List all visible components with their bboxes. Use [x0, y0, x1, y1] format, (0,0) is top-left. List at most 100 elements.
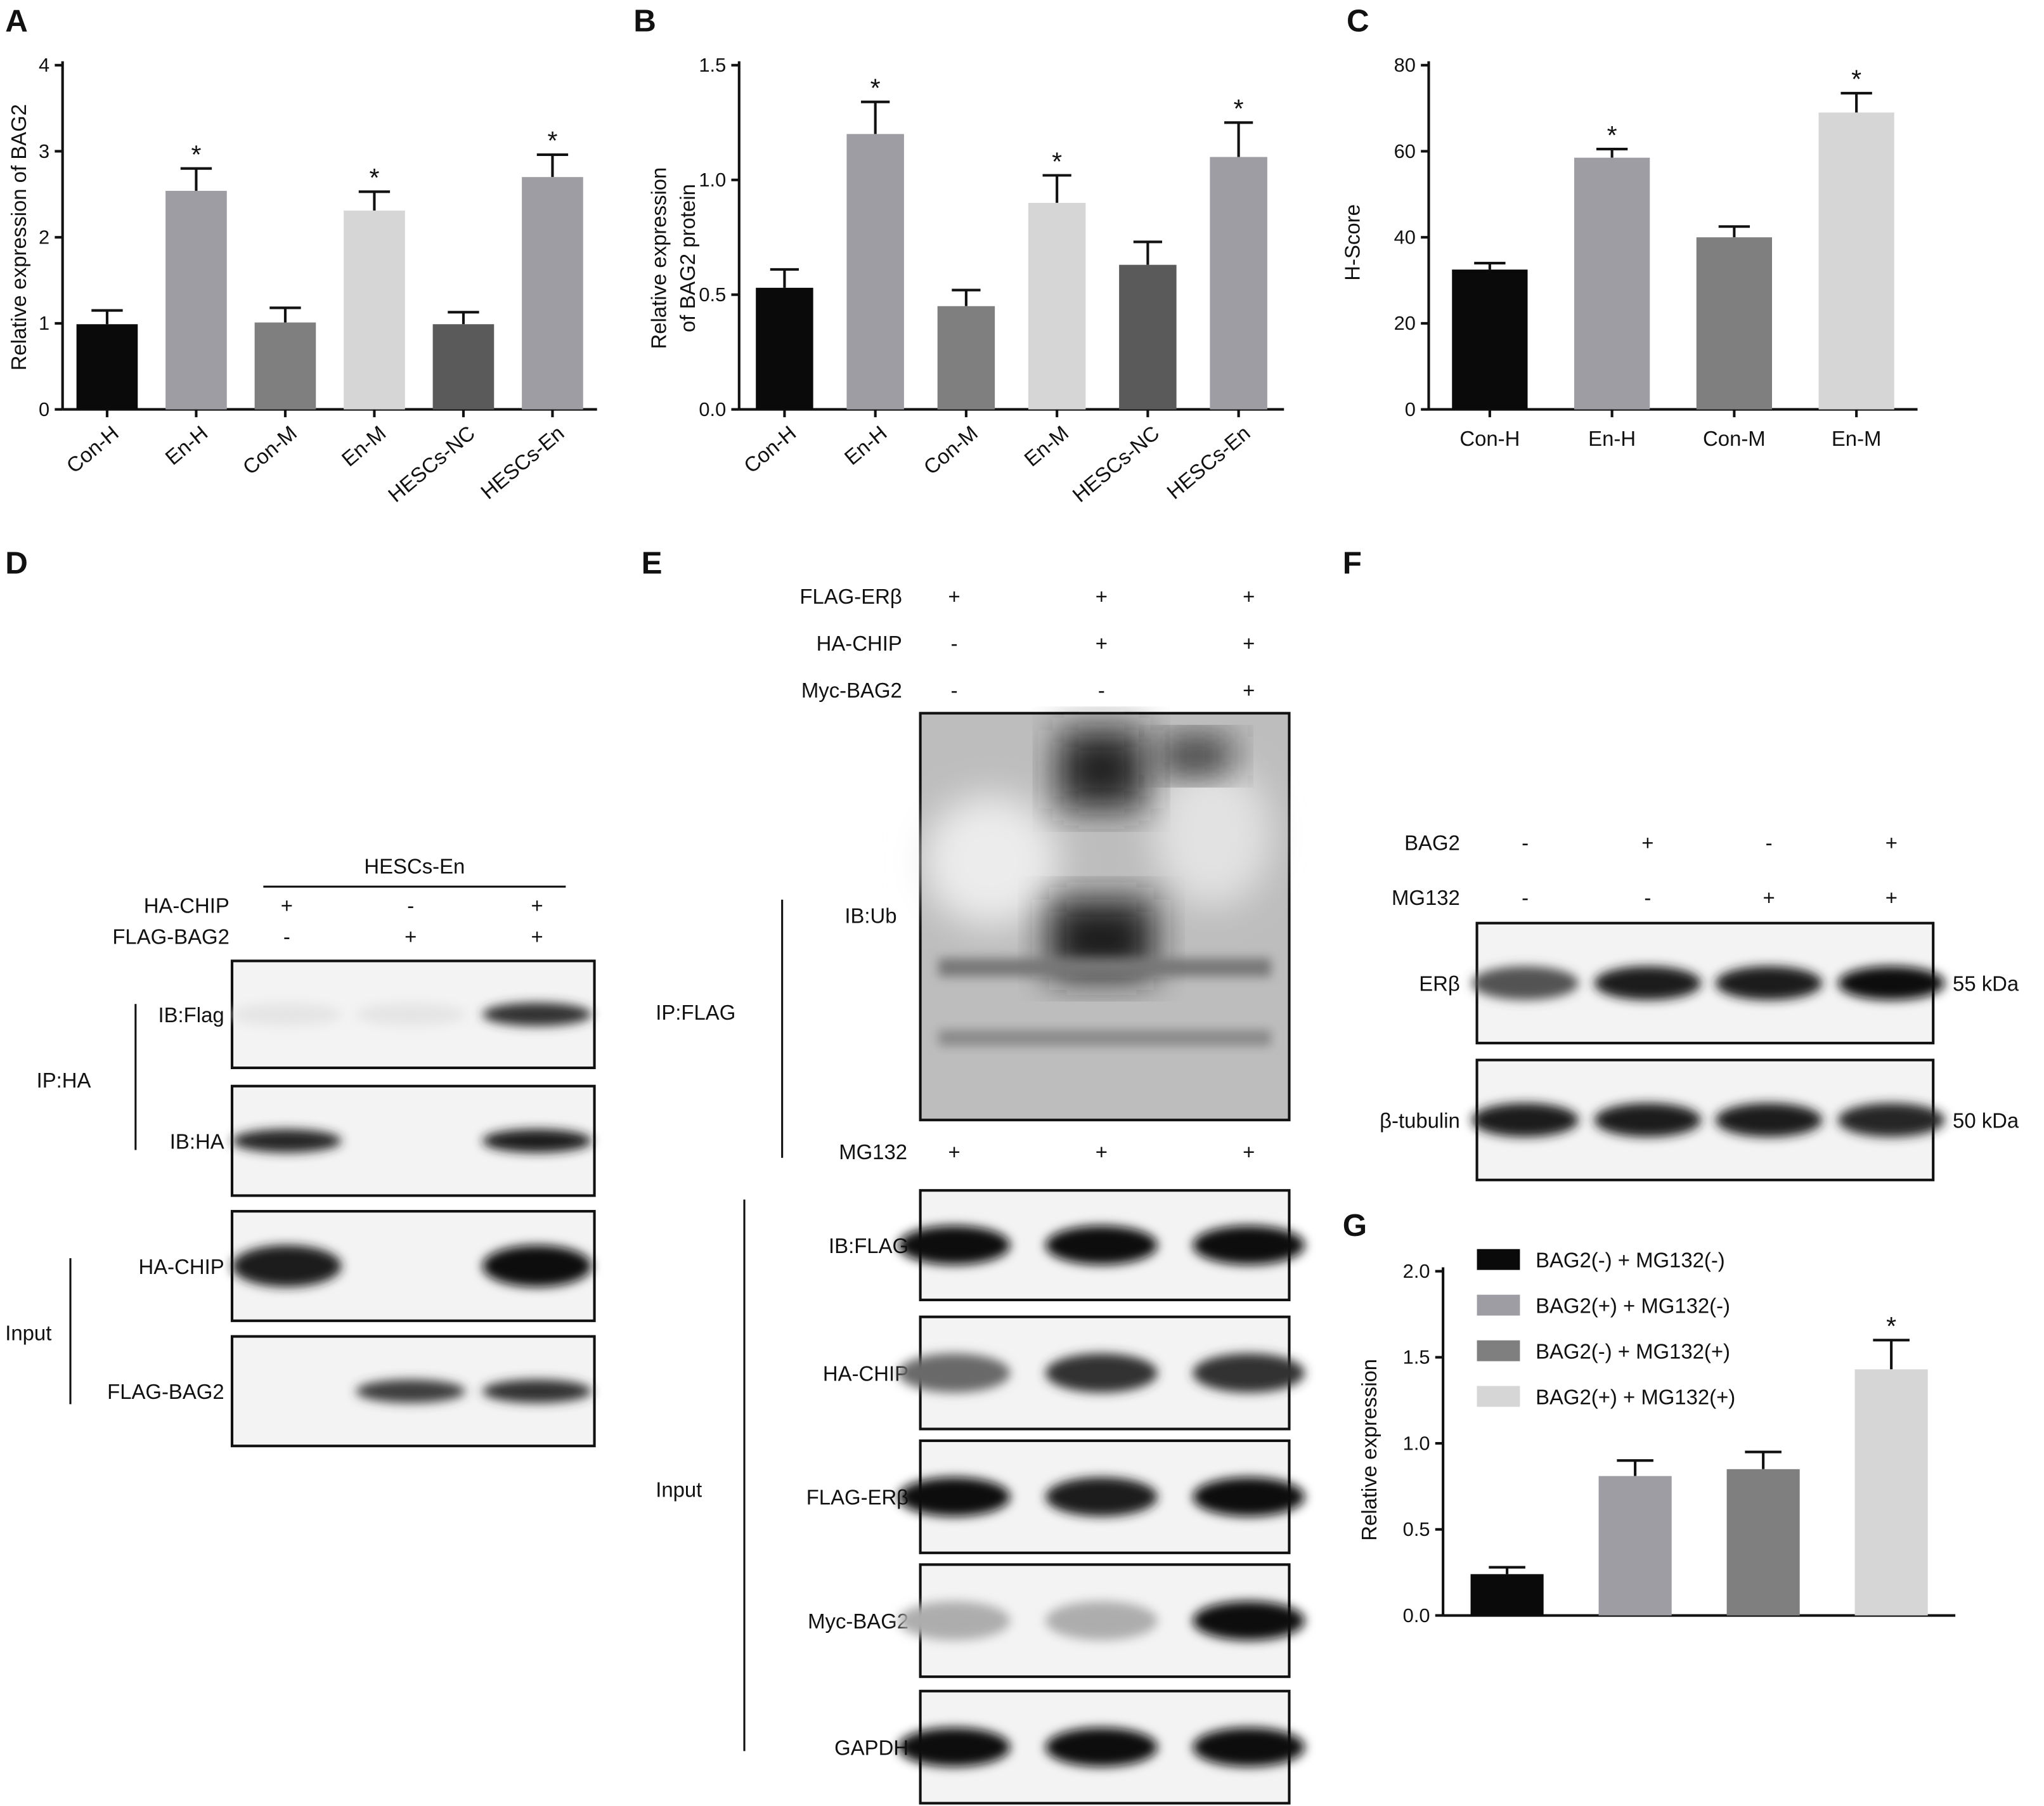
blot-f-sign: - — [1766, 831, 1773, 855]
blot-d-band-label: FLAG-BAG2 — [107, 1380, 224, 1403]
chart-b-x-tick-label: HESCs-En — [1162, 421, 1255, 504]
blot-f-size-label: 50 kDa — [1953, 1109, 2019, 1133]
chart-c-x-tick-label: En-M — [1832, 427, 1882, 450]
chart-g-y-tick-label: 0.5 — [1403, 1518, 1430, 1540]
blot-f-band — [1838, 1103, 1945, 1137]
blot-e-band — [1193, 1727, 1305, 1767]
chart-a-bar — [522, 177, 583, 410]
blot-f-sign: + — [1641, 831, 1653, 855]
blot-e-sign: - — [951, 679, 958, 702]
chart-a: Relative expression of BAG2 0 1 2 3 4 Con-H * E… — [7, 54, 597, 507]
blot-e-band — [1045, 1727, 1158, 1767]
chart-b-bar — [756, 287, 813, 410]
chart-c-x-tick-label: Con-M — [1703, 427, 1766, 450]
chart-b-significance-star: * — [1234, 94, 1244, 123]
chart-a-significance-star: * — [191, 140, 201, 169]
chart-c-bar — [1574, 157, 1650, 410]
panel-letter-e: E — [642, 546, 663, 581]
chart-b-y-tick-label: 1.5 — [699, 54, 726, 76]
blot-d-band — [482, 1003, 592, 1027]
chart-a-y-tick-label: 0 — [39, 398, 49, 420]
chart-b-x-tick-label: Con-M — [919, 421, 982, 479]
chart-c-significance-star: * — [1607, 120, 1617, 150]
blot-e-band-label: IB:FLAG — [829, 1234, 909, 1257]
chart-a-x-tick-label: En-H — [160, 421, 212, 469]
blot-e-band — [898, 1601, 1011, 1640]
chart-a-x-tick-label: Con-H — [61, 421, 123, 477]
blot-e-sign: - — [1098, 679, 1105, 702]
chart-b-x-tick-label: En-M — [1019, 421, 1073, 471]
panel-letter-a: A — [5, 3, 28, 38]
chart-c-y-tick-label: 0 — [1405, 398, 1416, 420]
chart-b-y-tick-label: 1.0 — [699, 169, 726, 191]
blot-d-sign: - — [407, 893, 414, 917]
blot-d-band — [231, 1129, 342, 1153]
blot-f-sign: + — [1886, 831, 1898, 855]
blot-f-band — [1594, 966, 1702, 1001]
chart-g-bar — [1470, 1574, 1544, 1616]
blot-e-band — [1045, 1225, 1158, 1265]
legend-label: BAG2(-) + MG132(+) — [1536, 1339, 1730, 1363]
blot-e-sign: + — [948, 585, 960, 608]
blot-f-band — [1715, 966, 1823, 1001]
chart-c-bar — [1452, 270, 1528, 410]
blot-d-input-label: Input — [5, 1322, 51, 1345]
blot-f-band — [1715, 1103, 1823, 1137]
chart-g-bar — [1598, 1476, 1672, 1616]
blot-d-band — [356, 1003, 466, 1027]
legend-label: BAG2(+) + MG132(-) — [1536, 1294, 1730, 1317]
chart-b-ylabel-line1: Relative expression — [647, 167, 671, 349]
chart-c-y-tick-label: 40 — [1394, 226, 1416, 248]
chart-b-bar — [1028, 202, 1086, 410]
blot-f-sign: + — [1763, 886, 1775, 909]
chart-g-y-tick-label: 1.5 — [1403, 1346, 1430, 1368]
blot-d-sign: + — [531, 925, 543, 949]
blot-f-size-label: 55 kDa — [1953, 972, 2019, 996]
legend-swatch — [1477, 1294, 1520, 1316]
chart-b-significance-star: * — [1052, 146, 1062, 176]
blot-e-ub-label: IB:Ub — [844, 904, 896, 928]
chart-a-ylabel: Relative expression of BAG2 — [7, 104, 30, 370]
blot-e: IB:Ub IP:FLAG MG132 Input FLAG-ERβ + + + HA-… — [656, 585, 1305, 1805]
chart-a-x-tick-label: Con-M — [238, 421, 301, 479]
blot-e-input-label: Input — [656, 1478, 702, 1501]
legend-swatch — [1477, 1386, 1520, 1407]
blot-f-band — [1472, 966, 1579, 1001]
blot-e-band — [1045, 1353, 1158, 1393]
chart-g-bar — [1726, 1469, 1800, 1616]
blot-e-sign: - — [951, 632, 958, 655]
chart-g: Relative expression 0.0 0.5 1.0 1.5 2.0 * — [1357, 1260, 1956, 1627]
chart-a-x-tick-label: En-M — [337, 421, 391, 471]
blot-e-band-label: FLAG-ERβ — [806, 1486, 909, 1509]
blot-f-band-label: ERβ — [1419, 972, 1460, 996]
blot-d-row-label-flag-bag2: FLAG-BAG2 — [112, 925, 230, 949]
blot-e-band — [1193, 1477, 1305, 1517]
blot-d-band-label: HA-CHIP — [138, 1255, 224, 1278]
chart-b: Relative expression of BAG2 protein 0.0 0… — [647, 54, 1284, 507]
chart-a-bar — [344, 211, 405, 410]
chart-a-x-tick-label: HESCs-NC — [384, 421, 479, 507]
blot-e-band — [1045, 1601, 1158, 1640]
blot-e-row-label: Myc-BAG2 — [801, 679, 902, 702]
blot-e-ub-smear — [1160, 736, 1232, 776]
chart-b-x-tick-label: Con-H — [739, 421, 801, 477]
blot-e-band — [898, 1727, 1011, 1767]
chart-b-bar — [937, 306, 995, 410]
blot-e-mg132-sign: + — [1243, 1140, 1255, 1164]
chart-a-y-tick-label: 3 — [39, 140, 49, 162]
blot-d-band — [231, 1003, 342, 1027]
blot-f-row-label: MG132 — [1392, 886, 1460, 909]
panel-letter-f: F — [1343, 546, 1362, 581]
blot-e-row-label: HA-CHIP — [817, 632, 902, 655]
blot-e-band — [898, 1477, 1011, 1517]
blot-d-band — [482, 1129, 592, 1153]
blot-d: HESCs-En HA-CHIP FLAG-BAG2 IP:HA Input +… — [5, 855, 596, 1448]
blot-d-sign: + — [531, 893, 543, 917]
chart-g-significance-star: * — [1886, 1311, 1896, 1341]
panel-letter-g: G — [1343, 1208, 1367, 1243]
blot-f-band — [1838, 966, 1945, 1001]
blot-e-ip-label: IP:FLAG — [656, 1001, 735, 1024]
chart-a-y-tick-label: 2 — [39, 226, 49, 248]
chart-a-bar — [432, 324, 495, 410]
chart-c-significance-star: * — [1851, 65, 1861, 94]
